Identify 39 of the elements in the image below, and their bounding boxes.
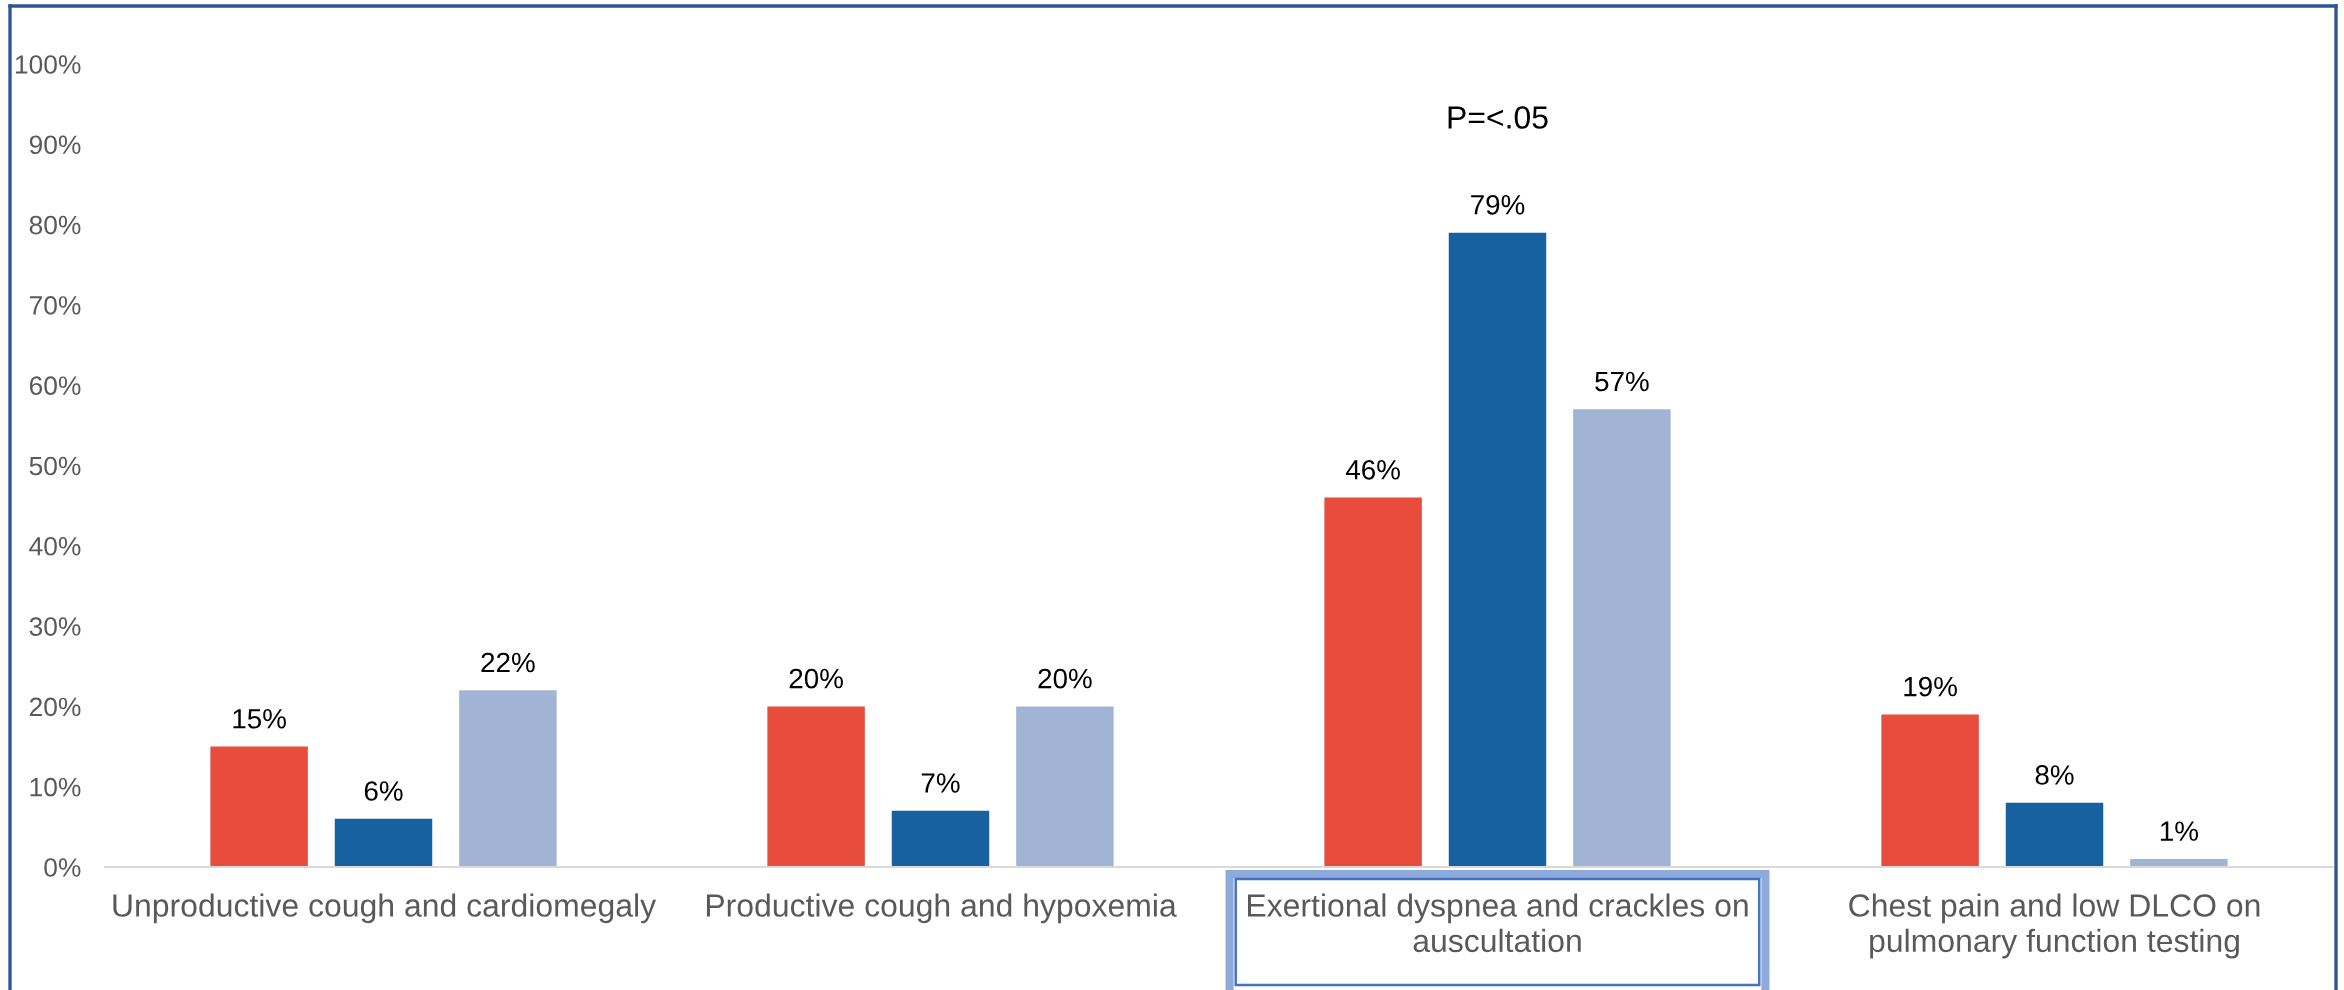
data-label: 57% — [1595, 371, 1649, 392]
bar — [767, 706, 865, 867]
y-tick-label: 0% — [44, 858, 81, 877]
y-tick-label: 20% — [29, 697, 81, 717]
data-label: 7% — [921, 773, 960, 793]
bar — [1016, 706, 1114, 867]
data-label: 79% — [1471, 194, 1525, 215]
y-tick-label: 100% — [15, 55, 81, 74]
data-label: 22% — [481, 652, 535, 673]
bar — [459, 690, 557, 867]
y-tick-label: 50% — [29, 456, 81, 476]
x-tick-label: Exertional dyspnea and crackles on auscultation — [1247, 893, 1748, 953]
data-label: 15% — [233, 709, 286, 729]
bar — [1448, 232, 1547, 867]
x-tick-label: Chest pain and low DLCO on pulmonary function testing — [1849, 893, 2260, 959]
data-label: 19% — [1904, 676, 1957, 697]
bar — [891, 810, 990, 867]
bar — [1881, 714, 1979, 867]
x-tick-label: Productive cough and hypoxemia — [706, 893, 1177, 924]
y-tick-label: 10% — [30, 777, 81, 797]
data-label: 6% — [364, 781, 403, 801]
data-label: 20% — [1038, 668, 1092, 689]
data-label: 20% — [789, 668, 843, 689]
bar — [334, 818, 433, 867]
bar — [210, 746, 308, 867]
y-tick-label: 60% — [29, 376, 81, 396]
y-tick-label: 40% — [29, 536, 81, 556]
data-label: 1% — [2160, 821, 2198, 841]
data-label: 46% — [1345, 459, 1400, 480]
bar — [1324, 497, 1422, 867]
y-tick-label: 70% — [29, 296, 81, 315]
x-tick-label: Unproductive cough and cardiomegaly — [113, 893, 657, 924]
annotation: P=<.05 — [1448, 106, 1548, 129]
y-tick-label: 80% — [29, 215, 81, 235]
bar — [1573, 409, 1671, 867]
bar — [2005, 802, 2104, 867]
y-tick-label: 30% — [29, 617, 81, 636]
y-tick-label: 90% — [29, 135, 81, 155]
data-label: 8% — [2035, 765, 2074, 785]
